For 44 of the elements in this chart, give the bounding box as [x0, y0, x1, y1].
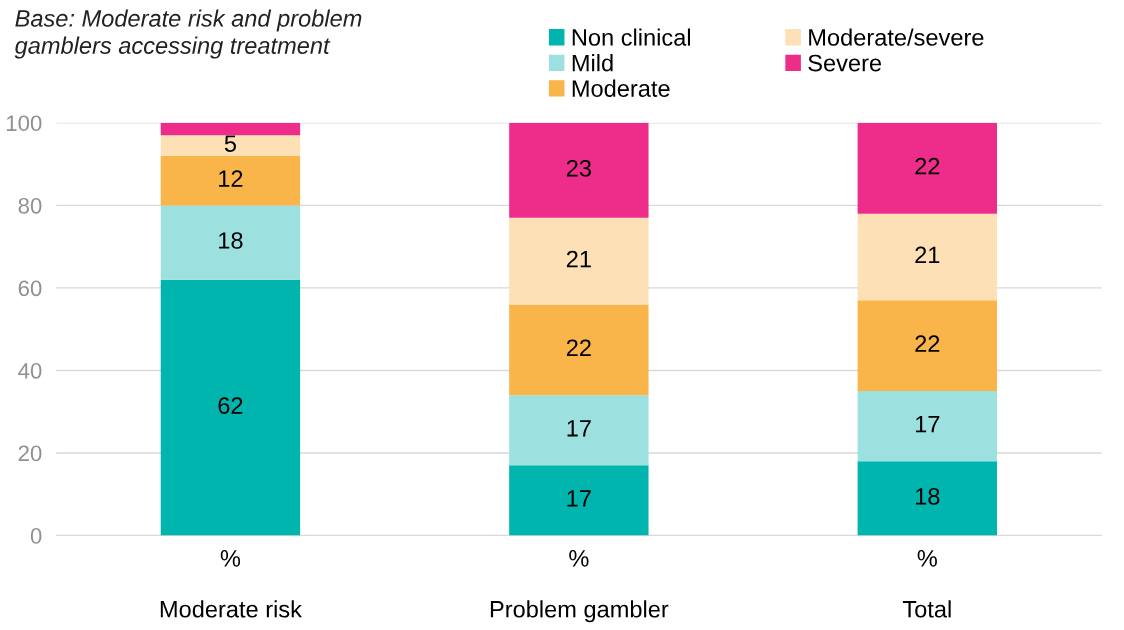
category-label: % Moderate risk: [160, 550, 302, 618]
bar: [857, 300, 997, 392]
y-tick-label: 0: [30, 528, 42, 544]
data-label: 21: [915, 246, 940, 264]
bar: [509, 304, 649, 396]
bar: [857, 391, 997, 462]
legend-label: Moderate: [572, 79, 670, 97]
y-tick-label: 100: [6, 115, 42, 132]
y-tick-label: 60: [18, 280, 42, 297]
legend-label: Mild: [572, 54, 613, 72]
bar: [857, 461, 997, 536]
data-label: 22: [915, 157, 940, 175]
data-label: 21: [566, 250, 591, 268]
category-label: % Problem gambler: [490, 550, 669, 623]
bar: [160, 205, 301, 280]
data-label: 22: [915, 335, 940, 352]
legend-label: Moderate/severe: [809, 28, 984, 46]
data-label: 62: [218, 397, 243, 414]
data-label: 22: [566, 339, 591, 356]
bar: [509, 122, 649, 218]
bar: [160, 122, 301, 136]
legend-label: Severe: [808, 54, 882, 72]
bar: [509, 395, 649, 466]
bar: [160, 279, 301, 536]
legend-label: Non clinical: [572, 28, 690, 46]
data-label: 17: [915, 416, 940, 433]
data-label: 18: [915, 487, 940, 505]
bar: [509, 217, 649, 305]
category-label: % Total: [902, 550, 951, 618]
data-label: 12: [219, 170, 243, 187]
data-label: 5: [224, 135, 236, 152]
bar: [509, 465, 649, 536]
y-tick-label: 80: [18, 197, 42, 214]
data-label: 17: [567, 490, 591, 507]
data-label: 23: [566, 159, 591, 177]
text: Base: Moderate risk and problem gamblers accessing treatment: [14, 9, 362, 59]
bar: [160, 155, 301, 206]
bar: [160, 135, 301, 156]
data-label: 17: [567, 420, 591, 437]
data-label: 18: [219, 232, 243, 249]
y-tick-label: 20: [18, 445, 42, 462]
bar: [857, 122, 997, 214]
y-tick-label: 40: [18, 362, 42, 379]
bar: [857, 213, 997, 301]
